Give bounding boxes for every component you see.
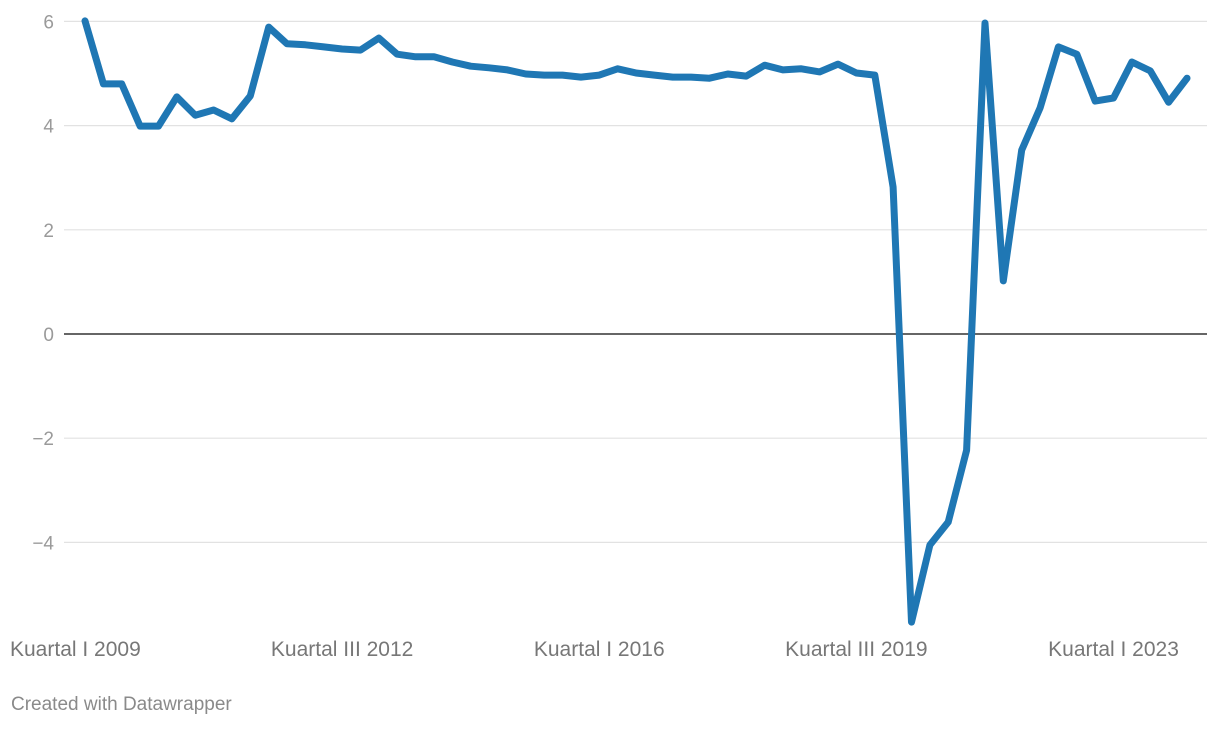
y-tick-label: 6 [43,12,54,33]
x-tick-label: Kuartal III 2012 [271,638,413,661]
y-tick-label: −4 [32,533,54,554]
y-tick-label: 2 [43,221,54,242]
x-tick-label: Kuartal I 2023 [1048,638,1179,661]
x-tick-label: Kuartal I 2009 [10,638,141,661]
x-tick-label: Kuartal I 2016 [534,638,665,661]
line-chart: 6 4 2 0 −2 −4 Kuartal I 2009 Kuartal III 2012 Ku… [10,12,1207,661]
y-tick-label: −2 [32,429,54,450]
y-tick-label: 4 [43,117,54,138]
credit-text: Created with Datawrapper [11,694,232,715]
series-line [81,17,1191,626]
x-tick-label: Kuartal III 2019 [785,638,927,661]
y-tick-label: 0 [43,325,54,346]
